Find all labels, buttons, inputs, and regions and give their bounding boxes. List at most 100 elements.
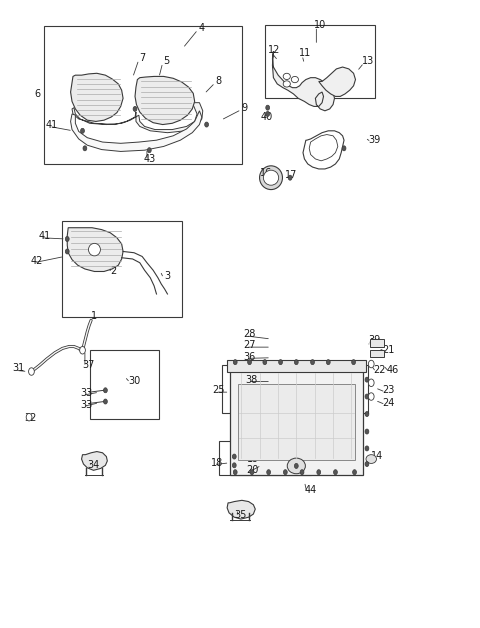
- Circle shape: [104, 399, 108, 404]
- Text: 6: 6: [34, 89, 40, 99]
- Circle shape: [204, 122, 208, 127]
- Text: 40: 40: [260, 112, 272, 122]
- Text: 21: 21: [383, 345, 395, 355]
- Circle shape: [65, 237, 69, 242]
- Text: 26: 26: [246, 386, 258, 396]
- Circle shape: [365, 394, 369, 399]
- Bar: [222, 365, 368, 413]
- Text: 22: 22: [373, 365, 386, 376]
- Text: 37: 37: [82, 360, 95, 371]
- Circle shape: [248, 360, 252, 365]
- Circle shape: [232, 454, 236, 459]
- Text: 13: 13: [362, 56, 374, 66]
- Circle shape: [283, 470, 287, 475]
- Ellipse shape: [283, 81, 290, 87]
- Ellipse shape: [287, 458, 305, 474]
- Circle shape: [81, 128, 84, 133]
- Bar: [229, 365, 363, 475]
- Text: 20: 20: [247, 465, 259, 475]
- Text: 39: 39: [369, 335, 381, 345]
- Text: 15: 15: [316, 138, 328, 148]
- Polygon shape: [227, 501, 255, 519]
- Text: 30: 30: [128, 376, 140, 386]
- Text: 8: 8: [216, 76, 222, 86]
- Polygon shape: [67, 228, 123, 271]
- Text: 24: 24: [383, 398, 395, 408]
- Bar: [265, 24, 374, 99]
- Text: 5: 5: [163, 56, 169, 66]
- Circle shape: [311, 360, 314, 365]
- Text: 32: 32: [24, 413, 36, 423]
- Circle shape: [365, 377, 369, 382]
- Text: 45: 45: [246, 364, 258, 374]
- Ellipse shape: [291, 77, 299, 83]
- Text: 10: 10: [314, 19, 326, 30]
- Text: 38: 38: [246, 375, 258, 384]
- Bar: [44, 26, 242, 164]
- Bar: [90, 350, 159, 419]
- Circle shape: [83, 146, 87, 151]
- Text: 16: 16: [260, 168, 272, 178]
- Text: 33: 33: [80, 399, 93, 409]
- Text: 44: 44: [304, 485, 317, 495]
- Polygon shape: [82, 452, 108, 470]
- Polygon shape: [319, 67, 356, 97]
- Ellipse shape: [283, 73, 290, 80]
- Circle shape: [365, 411, 369, 416]
- Circle shape: [368, 360, 374, 368]
- Text: 41: 41: [46, 119, 58, 129]
- Circle shape: [133, 106, 137, 111]
- Text: 9: 9: [242, 102, 248, 112]
- Text: 34: 34: [87, 460, 100, 470]
- Text: 46: 46: [386, 365, 399, 376]
- Bar: [370, 339, 384, 347]
- Circle shape: [65, 249, 69, 254]
- Ellipse shape: [264, 170, 279, 185]
- Bar: [218, 441, 311, 475]
- Circle shape: [326, 360, 330, 365]
- Circle shape: [266, 111, 270, 116]
- Polygon shape: [135, 77, 195, 124]
- Text: 27: 27: [243, 340, 256, 350]
- Text: 43: 43: [143, 154, 156, 164]
- Bar: [62, 222, 182, 317]
- Circle shape: [233, 360, 237, 365]
- Circle shape: [294, 360, 298, 365]
- Text: 36: 36: [243, 352, 256, 362]
- Circle shape: [267, 470, 271, 475]
- Text: 23: 23: [383, 385, 395, 395]
- Circle shape: [368, 392, 374, 400]
- Bar: [370, 350, 384, 357]
- Polygon shape: [71, 111, 202, 151]
- Circle shape: [365, 446, 369, 451]
- Text: 31: 31: [12, 364, 24, 374]
- Circle shape: [317, 470, 321, 475]
- Text: 42: 42: [31, 256, 43, 266]
- Circle shape: [263, 360, 267, 365]
- Circle shape: [26, 413, 32, 421]
- Circle shape: [342, 146, 346, 151]
- Text: 41: 41: [38, 231, 50, 241]
- Text: 19: 19: [247, 454, 259, 464]
- Circle shape: [266, 105, 270, 110]
- Text: 28: 28: [243, 329, 256, 339]
- Bar: [227, 360, 365, 372]
- Text: 2: 2: [110, 266, 117, 276]
- Circle shape: [368, 379, 374, 386]
- Circle shape: [104, 387, 108, 392]
- Ellipse shape: [260, 166, 282, 190]
- Text: 12: 12: [268, 45, 280, 55]
- Text: 3: 3: [164, 271, 170, 281]
- Text: 29: 29: [246, 398, 258, 408]
- Circle shape: [365, 462, 369, 467]
- Circle shape: [352, 360, 356, 365]
- Polygon shape: [309, 134, 338, 161]
- Circle shape: [334, 470, 337, 475]
- Circle shape: [294, 463, 298, 468]
- Ellipse shape: [366, 455, 376, 463]
- Circle shape: [29, 368, 34, 376]
- Text: 11: 11: [299, 48, 312, 58]
- Text: 14: 14: [372, 451, 384, 461]
- Circle shape: [233, 470, 237, 475]
- Text: 17: 17: [285, 170, 298, 180]
